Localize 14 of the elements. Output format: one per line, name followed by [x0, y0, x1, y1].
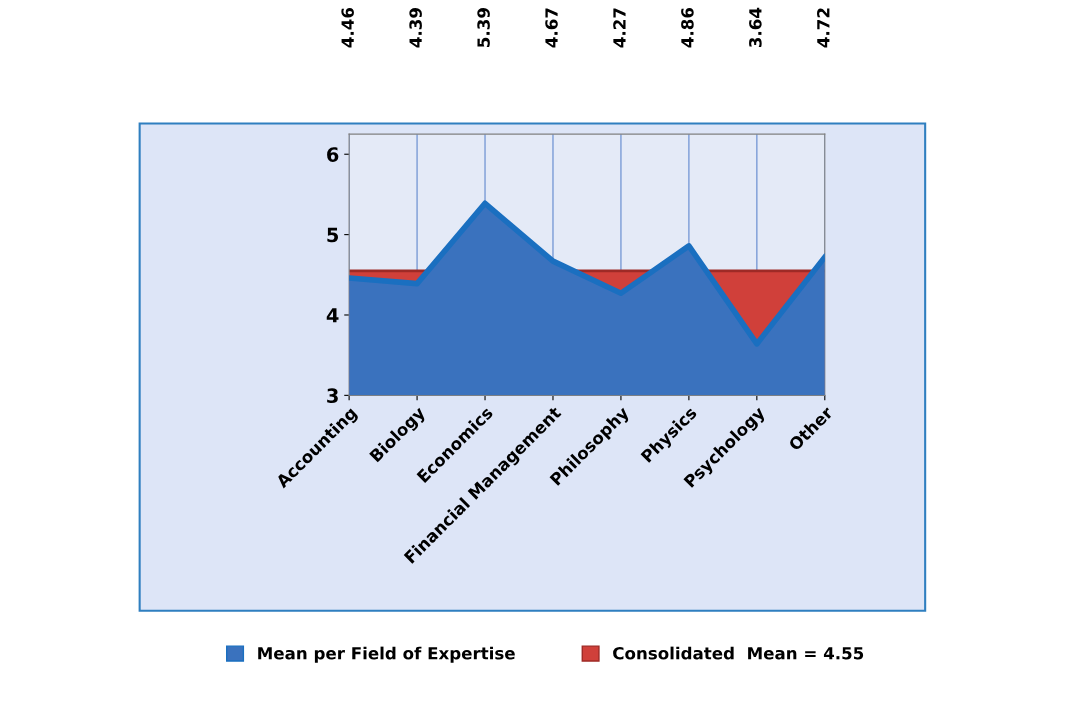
y-tick-label: 4 [326, 308, 339, 323]
data-label: 4.39 [409, 8, 422, 48]
y-tick-label: 5 [327, 227, 339, 243]
y-tick-label: 3 [327, 388, 338, 404]
y-tick-label: 6 [327, 147, 339, 162]
legend-label: Consolidated Mean = 4.55 [613, 646, 864, 660]
data-label: 5.39 [477, 8, 490, 47]
legend-label: Mean per Field of Expertise [258, 646, 515, 663]
data-label: 4.46 [341, 7, 354, 48]
data-label: 4.72 [817, 8, 830, 48]
data-label: 4.27 [613, 8, 626, 48]
data-label: 4.67 [545, 8, 558, 48]
data-label: 3.64 [749, 7, 762, 48]
data-label: 4.86 [681, 7, 694, 48]
